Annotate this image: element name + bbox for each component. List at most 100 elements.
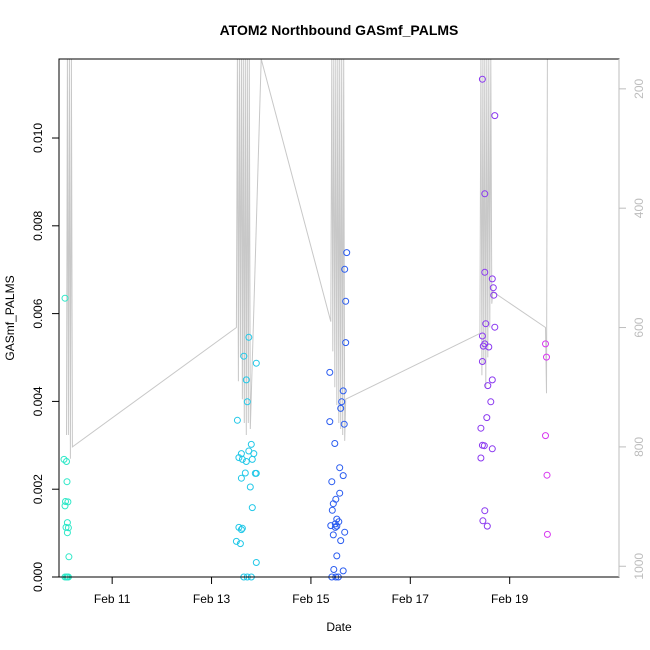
data-point [237, 474, 245, 482]
data-point [487, 398, 495, 406]
data-point [329, 531, 337, 539]
data-point [481, 507, 489, 515]
data-point [331, 440, 339, 447]
data-point [337, 537, 345, 545]
right-tick-label: 200 [632, 79, 646, 99]
x-tick-label: Feb 17 [392, 592, 430, 606]
data-point [491, 323, 499, 331]
data-point [337, 404, 345, 412]
data-point [328, 506, 336, 514]
data-point [241, 469, 249, 477]
data-point [480, 442, 488, 450]
data-point [333, 522, 341, 530]
data-point [339, 387, 347, 395]
right-tick-label: 800 [632, 437, 646, 457]
data-point [543, 471, 551, 479]
y-tick-label: 0.002 [31, 474, 45, 504]
data-point [61, 294, 69, 302]
data-point [483, 414, 491, 422]
data-point [488, 275, 496, 283]
data-point [247, 440, 255, 448]
data-point [240, 352, 248, 360]
data-point [246, 483, 254, 491]
data-point [488, 445, 496, 453]
data-point [341, 265, 349, 273]
data-point [235, 454, 243, 462]
data-point [342, 339, 350, 347]
data-point [335, 518, 343, 526]
data-point [62, 498, 69, 505]
y-axis-right: 200 400 600 800 1000 [618, 59, 646, 580]
data-point [245, 333, 253, 341]
data-point [477, 454, 485, 462]
data-point [252, 559, 260, 566]
data-point [481, 268, 489, 276]
data-point [328, 478, 336, 486]
data-point [237, 526, 245, 534]
x-tick-label: Feb 11 [94, 592, 131, 606]
points-layer [60, 75, 551, 581]
x-tick-label: Feb 19 [491, 592, 529, 606]
y-tick-label: 0.010 [31, 123, 45, 153]
data-point [340, 420, 348, 428]
data-point [233, 416, 241, 424]
data-point [479, 517, 487, 525]
data-point [252, 359, 260, 367]
data-point [491, 112, 499, 120]
y-tick-label: 0.008 [31, 210, 45, 240]
data-point [489, 284, 497, 292]
data-point [242, 376, 250, 384]
right-tick-label: 1000 [632, 553, 646, 580]
data-point [479, 342, 487, 350]
data-point [64, 498, 72, 506]
pressure-profile-line [66, 58, 548, 459]
data-point [331, 523, 339, 531]
data-point [250, 450, 258, 458]
data-point [339, 567, 347, 575]
data-point [543, 353, 550, 361]
data-point [543, 530, 551, 538]
data-point [248, 455, 256, 463]
x-axis-label: Date [326, 620, 352, 634]
data-point [338, 398, 346, 406]
data-point [64, 524, 72, 532]
y-tick-label: 0.006 [31, 298, 45, 328]
y-axis-left: 0.000 0.002 0.004 0.006 0.008 0.010 [31, 123, 59, 592]
data-point [488, 376, 496, 384]
data-point [238, 455, 246, 463]
right-tick-label: 400 [632, 198, 646, 218]
data-point [330, 566, 338, 573]
data-point [252, 469, 260, 477]
chart-title: ATOM2 Northbound GASmf_PALMS [220, 22, 459, 38]
data-point [248, 504, 256, 512]
pressure-profile-layer [66, 58, 548, 459]
data-point [484, 382, 492, 390]
data-point [232, 537, 240, 545]
data-point [236, 540, 244, 548]
data-point [339, 472, 347, 480]
data-point [341, 528, 349, 536]
right-tick-label: 600 [632, 317, 646, 337]
data-point [326, 418, 334, 426]
data-point [478, 358, 486, 365]
data-point [65, 553, 73, 561]
y-tick-label: 0.004 [31, 386, 45, 416]
data-point [482, 320, 490, 328]
x-axis: Feb 11 Feb 13 Feb 15 Feb 17 Feb 19 [94, 577, 529, 606]
data-point [63, 529, 71, 537]
data-point [485, 343, 493, 351]
data-point [238, 524, 246, 532]
data-point [333, 552, 341, 560]
y-tick-label: 0.000 [31, 562, 45, 592]
data-point [242, 458, 250, 465]
data-point [326, 368, 334, 376]
data-point [478, 75, 486, 83]
x-tick-label: Feb 15 [292, 592, 330, 606]
data-point [483, 522, 491, 530]
data-point [490, 291, 498, 299]
data-point [63, 519, 71, 527]
data-point [63, 458, 70, 465]
data-point [336, 464, 344, 472]
data-point [63, 478, 71, 486]
